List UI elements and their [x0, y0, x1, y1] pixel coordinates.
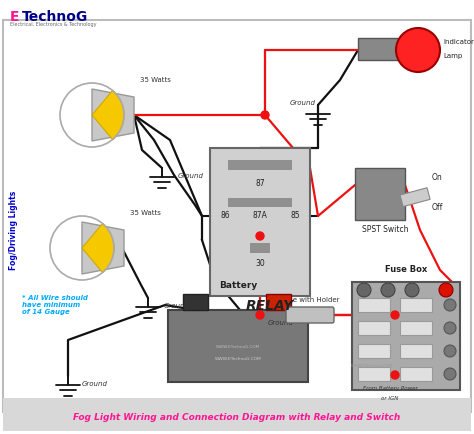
Text: WWW.ETechnoG.COM: WWW.ETechnoG.COM [351, 364, 393, 368]
Text: 35 Watts: 35 Watts [129, 210, 160, 216]
Circle shape [396, 28, 440, 72]
Text: 35 Watts: 35 Watts [139, 77, 171, 83]
Bar [358, 321, 390, 335]
Circle shape [444, 368, 456, 380]
Text: From Battery Power: From Battery Power [363, 386, 418, 391]
Text: Indicator: Indicator [443, 39, 474, 45]
Text: Fuse Box: Fuse Box [385, 265, 427, 274]
Bar [3, 398, 471, 431]
Circle shape [256, 232, 264, 240]
Bar [400, 367, 432, 381]
Bar [358, 367, 390, 381]
Bar [352, 282, 460, 390]
Text: Off: Off [432, 204, 443, 213]
Text: 86: 86 [220, 211, 230, 220]
Text: WWW.ETechnoG.COM: WWW.ETechnoG.COM [216, 345, 260, 349]
Bar [358, 38, 398, 60]
Circle shape [261, 111, 269, 119]
Text: * All Wire should
have minimum
of 14 Gauge: * All Wire should have minimum of 14 Gau… [22, 295, 88, 315]
Bar [358, 298, 390, 312]
Text: TechnoG: TechnoG [22, 10, 88, 24]
Circle shape [444, 322, 456, 334]
Circle shape [381, 283, 395, 297]
Circle shape [444, 299, 456, 311]
Bar [228, 160, 292, 170]
Bar [358, 344, 390, 358]
Circle shape [444, 345, 456, 357]
Text: or IGN: or IGN [381, 396, 399, 401]
Bar [400, 321, 432, 335]
Circle shape [391, 371, 399, 379]
Bar [400, 188, 430, 207]
Wedge shape [82, 224, 114, 273]
Text: 85: 85 [290, 211, 300, 220]
Circle shape [357, 283, 371, 297]
Text: Battery: Battery [219, 281, 257, 290]
Circle shape [439, 283, 453, 297]
Text: Ground: Ground [178, 173, 204, 179]
Bar [400, 298, 432, 312]
Text: Electrical, Electronics & Technology: Electrical, Electronics & Technology [10, 22, 97, 27]
Text: Ground: Ground [82, 381, 108, 387]
Bar [228, 198, 292, 207]
Circle shape [405, 283, 419, 297]
Text: Fog Light Wiring and Connection Diagram with Relay and Switch: Fog Light Wiring and Connection Diagram … [73, 412, 401, 421]
Text: RELAY: RELAY [246, 299, 294, 313]
Circle shape [256, 311, 264, 319]
Text: SPST Switch: SPST Switch [362, 225, 408, 234]
Polygon shape [82, 222, 124, 274]
Bar [168, 310, 308, 382]
Text: Lamp: Lamp [443, 53, 462, 59]
Bar [183, 294, 208, 310]
Text: Fuse with Holder: Fuse with Holder [281, 297, 339, 303]
Bar [400, 344, 432, 358]
Wedge shape [92, 90, 124, 139]
Text: Ground: Ground [290, 100, 316, 106]
Text: Ground: Ground [164, 303, 190, 309]
Bar [266, 294, 291, 310]
Bar [250, 243, 270, 253]
Text: WWW.ETechnoG.COM: WWW.ETechnoG.COM [215, 357, 261, 361]
Text: On: On [432, 174, 443, 183]
Text: Fog/Driving Lights: Fog/Driving Lights [9, 191, 18, 270]
Text: 87: 87 [255, 178, 265, 187]
Circle shape [391, 311, 399, 319]
Text: E: E [10, 10, 19, 24]
Text: 87A: 87A [253, 211, 267, 220]
FancyBboxPatch shape [286, 307, 334, 323]
Polygon shape [92, 89, 134, 141]
Text: Ground: Ground [268, 320, 294, 326]
Bar [355, 168, 405, 220]
Bar [210, 148, 310, 296]
Text: 30: 30 [255, 259, 265, 267]
